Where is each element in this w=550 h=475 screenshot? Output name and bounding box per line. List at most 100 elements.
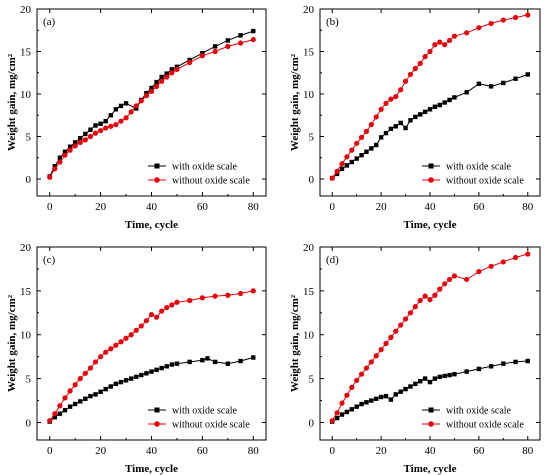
data-point-circle bbox=[368, 122, 374, 128]
data-point-circle bbox=[237, 290, 244, 297]
data-point-square bbox=[344, 409, 350, 415]
data-point-square bbox=[447, 97, 452, 103]
data-point-square bbox=[123, 101, 129, 106]
x-tick-label: 20 bbox=[376, 445, 388, 457]
data-point-square bbox=[83, 396, 88, 401]
data-point-square bbox=[118, 379, 124, 385]
legend: with oxide scale without oxide scale bbox=[148, 162, 250, 187]
legend-marker-square bbox=[154, 163, 160, 169]
data-point-circle bbox=[225, 292, 231, 298]
data-point-circle bbox=[388, 334, 394, 340]
data-point-circle bbox=[512, 254, 519, 261]
y-tick-label: 10 bbox=[303, 330, 315, 342]
data-point-square bbox=[447, 372, 452, 378]
data-point-square bbox=[134, 374, 139, 380]
y-tick-label: 5 bbox=[309, 374, 315, 386]
data-point-circle bbox=[225, 43, 231, 50]
data-point-circle bbox=[174, 66, 180, 72]
series-line bbox=[49, 39, 254, 178]
data-point-circle bbox=[373, 114, 379, 120]
data-point-square bbox=[118, 103, 124, 109]
data-point-circle bbox=[148, 311, 155, 318]
data-point-circle bbox=[388, 96, 394, 102]
data-point-square bbox=[354, 404, 359, 409]
series-0 bbox=[330, 72, 530, 181]
legend-label: without oxide scale bbox=[172, 176, 250, 187]
data-point-circle bbox=[422, 54, 428, 60]
data-point-square bbox=[403, 386, 408, 392]
data-point-square bbox=[422, 109, 428, 115]
y-tick-label: 20 bbox=[20, 4, 32, 16]
data-point-square bbox=[98, 389, 103, 394]
y-tick-label: 15 bbox=[303, 286, 315, 298]
y-tick-label: 5 bbox=[26, 132, 32, 144]
data-point-circle bbox=[159, 78, 165, 84]
data-point-circle bbox=[368, 359, 374, 365]
x-tick-label: 40 bbox=[425, 201, 437, 213]
x-axis-label: Time, cycle bbox=[404, 219, 457, 231]
data-point-circle bbox=[446, 276, 453, 283]
data-point-circle bbox=[393, 93, 399, 100]
data-point-square bbox=[103, 119, 108, 124]
data-point-square bbox=[513, 76, 518, 81]
data-point-square bbox=[488, 364, 494, 369]
data-point-circle bbox=[407, 71, 414, 78]
data-point-square bbox=[501, 361, 506, 366]
y-axis-label: Weight gain, mg/cm² bbox=[289, 53, 301, 151]
series-0 bbox=[47, 28, 256, 179]
data-point-square bbox=[169, 362, 175, 367]
data-point-square bbox=[128, 376, 134, 381]
data-point-circle bbox=[488, 263, 494, 269]
data-point-circle bbox=[113, 342, 119, 348]
data-point-square bbox=[205, 356, 210, 361]
data-point-square bbox=[374, 142, 379, 148]
data-point-square bbox=[383, 393, 389, 399]
data-point-square bbox=[164, 364, 169, 369]
data-point-circle bbox=[174, 299, 180, 305]
panel-label: (d) bbox=[326, 254, 339, 266]
x-tick-label: 0 bbox=[47, 201, 53, 213]
data-point-square bbox=[432, 376, 438, 381]
data-point-square bbox=[388, 126, 394, 132]
data-point-circle bbox=[103, 125, 109, 131]
data-point-circle bbox=[153, 314, 160, 320]
legend-marker-square bbox=[154, 407, 160, 413]
data-point-square bbox=[513, 359, 518, 365]
data-point-square bbox=[437, 374, 442, 380]
data-point-square bbox=[359, 153, 364, 158]
data-point-square bbox=[339, 166, 345, 171]
data-point-square bbox=[464, 369, 469, 374]
data-point-circle bbox=[52, 166, 58, 172]
series-1 bbox=[47, 37, 256, 180]
data-point-circle bbox=[354, 140, 360, 146]
data-point-square bbox=[212, 359, 218, 365]
data-point-circle bbox=[67, 147, 73, 153]
data-point-circle bbox=[92, 130, 99, 136]
data-point-circle bbox=[128, 109, 134, 115]
y-tick-label: 0 bbox=[309, 417, 315, 429]
series-0 bbox=[47, 355, 256, 424]
data-point-square bbox=[187, 359, 192, 365]
data-point-square bbox=[174, 361, 180, 366]
data-point-square bbox=[369, 146, 374, 151]
y-tick-label: 20 bbox=[303, 242, 315, 254]
y-tick-label: 20 bbox=[20, 242, 32, 254]
data-point-square bbox=[154, 367, 159, 373]
data-point-circle bbox=[250, 37, 256, 43]
data-point-square bbox=[398, 389, 403, 394]
data-point-circle bbox=[402, 78, 409, 84]
x-tick-label: 20 bbox=[95, 445, 107, 457]
data-point-square bbox=[62, 149, 68, 154]
legend-marker-square bbox=[428, 407, 434, 413]
data-point-square bbox=[393, 124, 398, 129]
x-tick-label: 20 bbox=[376, 201, 388, 213]
data-point-circle bbox=[339, 161, 345, 167]
data-point-circle bbox=[92, 359, 99, 365]
data-point-circle bbox=[123, 335, 129, 341]
data-point-square bbox=[334, 415, 340, 421]
data-point-square bbox=[225, 361, 231, 366]
panel-3: 0 20 40 60 80 0 5 10 15 20 (d) Time, cycle Weight ga… bbox=[289, 242, 541, 475]
data-point-circle bbox=[82, 370, 88, 376]
data-point-circle bbox=[476, 268, 482, 275]
data-point-circle bbox=[159, 308, 165, 314]
